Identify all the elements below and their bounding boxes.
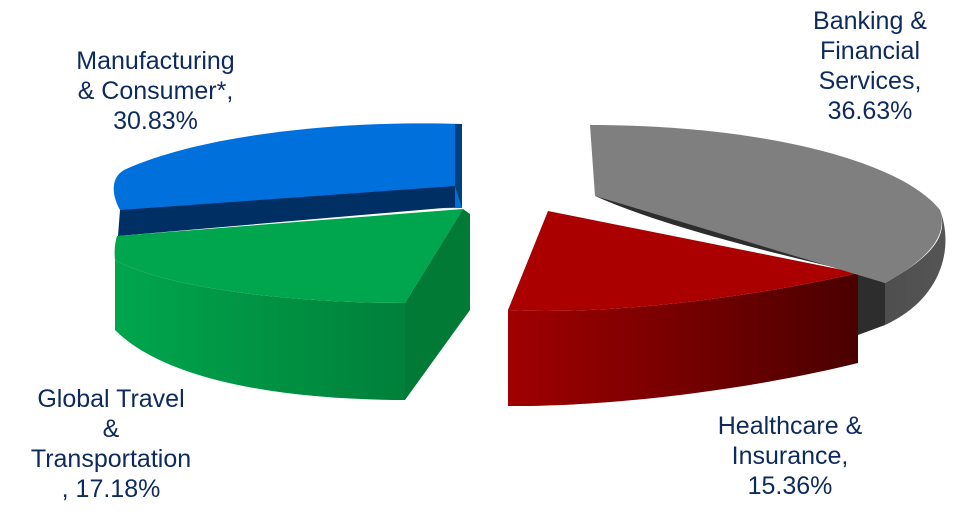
slice-healthcare-top [508, 211, 858, 311]
slice-manufacturing-consumer [113, 123, 462, 236]
slice-global-travel-top [114, 209, 463, 303]
slice-manufacturing-side [118, 186, 455, 236]
slice-global-travel [114, 209, 470, 400]
label-manufacturing: Manufacturing & Consumer*, 30.83% [76, 47, 235, 135]
label-healthcare: Healthcare & Insurance, 15.36% [717, 412, 863, 500]
slice-global-travel-side [115, 260, 405, 400]
slice-manufacturing-edge [455, 124, 462, 208]
slice-banking [590, 125, 946, 335]
slice-banking-top [590, 125, 942, 283]
slice-manufacturing-top [113, 123, 462, 210]
label-global-travel: Global Travel & Transportation , 17.18% [30, 385, 192, 503]
slice-healthcare [508, 211, 858, 407]
label-banking: Banking & Financial Services, 36.63% [813, 7, 927, 125]
slice-global-travel-edge [405, 209, 470, 400]
slice-healthcare-side [508, 273, 858, 407]
